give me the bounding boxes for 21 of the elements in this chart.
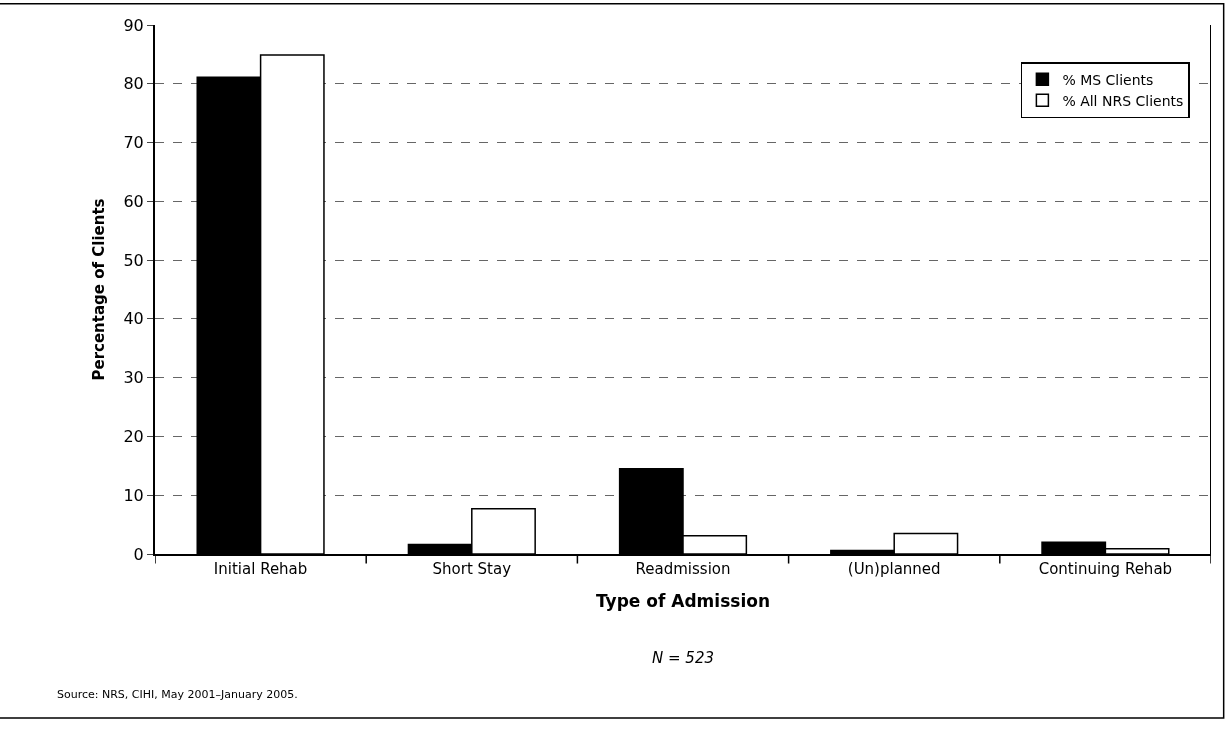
y-tick-label: 70 xyxy=(123,133,144,153)
x-tick-label: Short Stay xyxy=(432,560,512,578)
legend-label: % MS Clients xyxy=(1062,71,1154,88)
y-tick-label: 20 xyxy=(123,427,144,447)
y-tick-label: 30 xyxy=(123,368,144,388)
source-note: Source: NRS, CIHI, May 2001–January 2005. xyxy=(57,688,298,701)
x-tick-label: (Un)planned xyxy=(847,560,941,578)
x-tick-label: Continuing Rehab xyxy=(1038,560,1173,578)
x-axis-title: Type of Admission xyxy=(596,590,770,611)
y-tick-label: 60 xyxy=(123,191,144,211)
y-tick-label: 40 xyxy=(123,309,144,329)
legend-label: % All NRS Clients xyxy=(1062,92,1184,109)
x-tick-label: Readmission xyxy=(635,560,731,578)
y-tick-label: 10 xyxy=(123,485,144,505)
y-axis-title: Percentage of Clients xyxy=(90,198,109,381)
x-tick-label: Initial Rehab xyxy=(213,560,308,578)
y-tick-label: 80 xyxy=(123,74,144,94)
y-tick-label: 0 xyxy=(133,544,144,564)
y-tick-label: 50 xyxy=(123,250,144,270)
y-tick-label: 90 xyxy=(123,15,144,35)
text: N = 523 xyxy=(652,649,714,667)
